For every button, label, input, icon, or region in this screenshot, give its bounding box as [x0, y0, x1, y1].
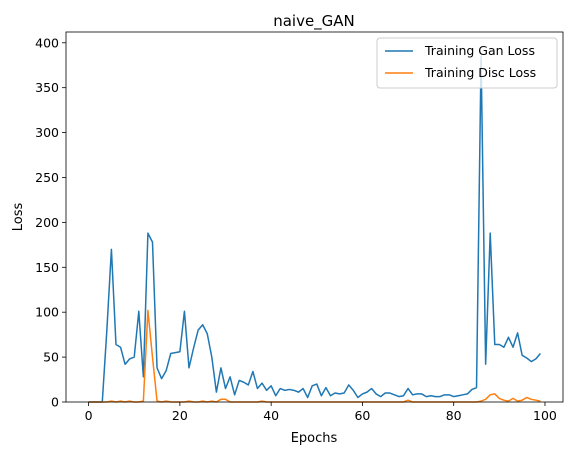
x-axis-ticks: 0 20 40 60 80 100: [85, 402, 557, 423]
series-line-0: [88, 55, 541, 403]
y-tick-label: 200: [35, 215, 59, 230]
x-tick-label: 40: [263, 408, 279, 423]
y-axis-label: Loss: [11, 203, 26, 232]
y-tick-label: 250: [35, 170, 59, 185]
y-tick-label: 100: [35, 305, 59, 320]
legend-label-disc: Training Disc Loss: [424, 65, 536, 80]
plot-frame: [65, 31, 564, 403]
x-tick-label: 100: [533, 408, 557, 423]
legend-box: [376, 37, 558, 89]
y-tick-label: 150: [35, 260, 59, 275]
x-tick-label: 20: [172, 408, 188, 423]
y-axis-ticks: 0 50 100 150 200 250 300 350 400: [35, 35, 66, 410]
chart-title: naive_GAN: [273, 12, 355, 31]
y-tick-label: 50: [43, 350, 59, 365]
y-tick-label: 300: [35, 125, 59, 140]
x-tick-label: 0: [85, 408, 93, 423]
legend-label-gan: Training Gan Loss: [424, 43, 535, 58]
x-tick-label: 60: [354, 408, 370, 423]
y-tick-label: 0: [51, 395, 59, 410]
x-axis-label: Epochs: [291, 431, 338, 446]
y-tick-label: 400: [35, 35, 59, 50]
y-tick-label: 350: [35, 80, 59, 95]
legend: Training Gan Loss Training Disc Loss: [376, 37, 558, 89]
x-tick-label: 80: [446, 408, 462, 423]
